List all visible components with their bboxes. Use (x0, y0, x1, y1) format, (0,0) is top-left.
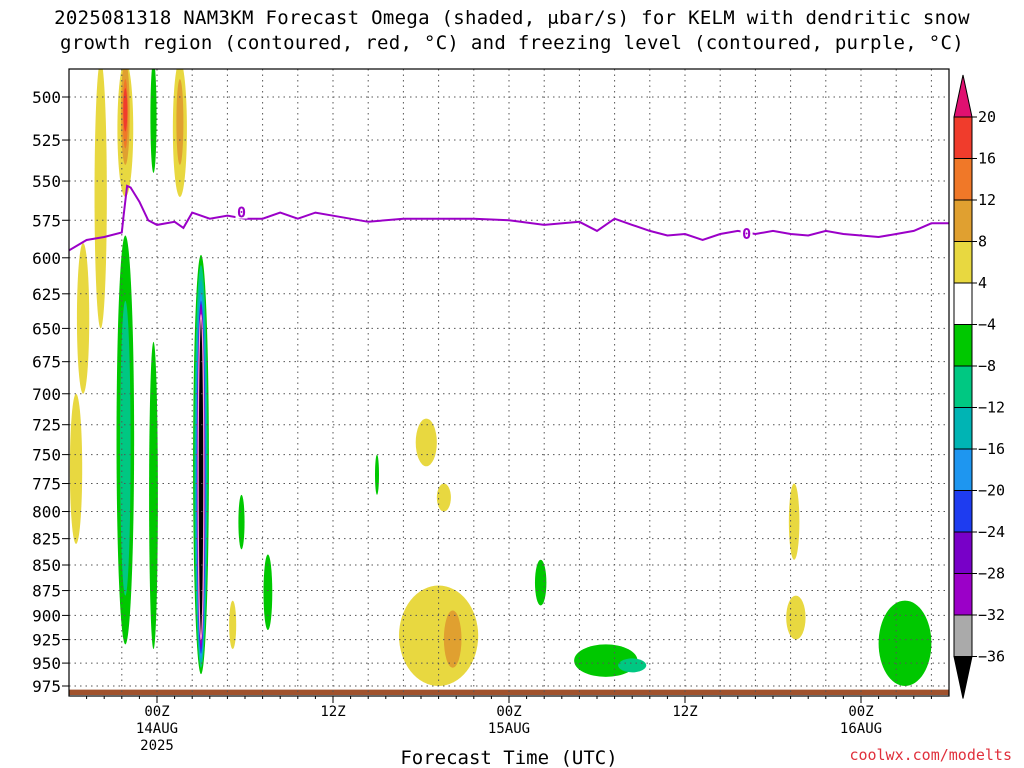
colorbar-label-4: 4 (978, 274, 987, 292)
y-tick-label-925: 925 (32, 631, 61, 650)
omega-region-24 (375, 454, 379, 495)
omega-region-31 (618, 658, 647, 673)
colorbar-label-5: −4 (978, 316, 996, 334)
x-tick-label-40-1: 16AUG (840, 721, 882, 737)
omega-region-33 (786, 595, 806, 640)
colorbar-label-1: 16 (978, 150, 996, 168)
omega-shading (69, 69, 949, 695)
colorbar: 20 16 12 8 4 −4 −8 −12 −16 −20 −24 −28 −32 −36 (953, 74, 1005, 699)
colorbar-label-13: −36 (978, 648, 1005, 666)
colorbar-swatch-2 (953, 158, 973, 201)
colorbar-swatch-14 (953, 656, 973, 699)
omega-region-7 (176, 79, 184, 165)
x-tick-label-10-0: 12Z (320, 704, 345, 720)
x-tick-label-40-0: 00Z (848, 704, 873, 720)
freezing-level-contour: 00 (69, 184, 949, 252)
x-tick-label-0-0: 00Z (144, 704, 169, 720)
omega-region-6 (123, 88, 128, 132)
y-tick-label-575: 575 (32, 211, 61, 230)
colorbar-label-11: −28 (978, 565, 1005, 583)
freezing-level-label-0: 0 (237, 204, 246, 222)
colorbar-label-8: −16 (978, 440, 1005, 458)
freezing-level-line (69, 184, 949, 252)
colorbar-label-6: −8 (978, 357, 996, 375)
omega-region-29 (534, 559, 547, 606)
colorbar-label-3: 8 (978, 233, 987, 251)
omega-region-1 (76, 242, 90, 394)
y-tick-label-825: 825 (32, 530, 61, 549)
omega-region-32 (788, 483, 800, 560)
y-tick-label-650: 650 (32, 319, 61, 338)
colorbar-swatch-4 (953, 241, 973, 284)
y-tick-label-525: 525 (32, 131, 61, 150)
y-tick-label-500: 500 (32, 88, 61, 107)
colorbar-label-12: −32 (978, 606, 1005, 624)
chart-title-line-1: 2025081318 NAM3KM Forecast Omega (shaded… (54, 7, 970, 29)
colorbar-label-10: −24 (978, 523, 1005, 541)
y-tick-label-750: 750 (32, 446, 61, 465)
omega-region-20 (198, 314, 204, 640)
omega-region-22 (263, 554, 273, 630)
colorbar-swatch-3 (953, 199, 973, 242)
y-tick-label-775: 775 (32, 475, 61, 494)
x-tick-label-20-0: 00Z (496, 704, 521, 720)
omega-region-25 (415, 418, 437, 467)
y-tick-label-950: 950 (32, 654, 61, 673)
chart-title-line-2: growth region (contoured, red, °C) and f… (60, 32, 964, 54)
y-tick-label-800: 800 (32, 503, 61, 522)
omega-region-21 (238, 494, 245, 550)
y-tick-label-675: 675 (32, 353, 61, 372)
colorbar-swatch-9 (953, 448, 973, 491)
y-tick-label-600: 600 (32, 249, 61, 268)
x-tick-label-20-1: 15AUG (488, 721, 530, 737)
terrain-strip (69, 689, 949, 695)
x-tick-label-0-1: 14AUG (136, 721, 178, 737)
omega-region-10 (120, 300, 131, 596)
y-tick-label-900: 900 (32, 606, 61, 625)
colorbar-swatch-10 (953, 490, 973, 533)
colorbar-swatch-8 (953, 407, 973, 450)
colorbar-swatch-11 (953, 531, 973, 574)
omega-region-28 (443, 610, 462, 668)
omega-region-34 (878, 600, 932, 686)
freezing-label-bg-0 (235, 204, 248, 219)
colorbar-swatch-12 (953, 573, 973, 616)
colorbar-label-2: 12 (978, 191, 996, 209)
omega-region-26 (436, 483, 451, 512)
colorbar-swatch-0 (953, 74, 973, 118)
y-tick-label-725: 725 (32, 416, 61, 435)
y-tick-label-625: 625 (32, 285, 61, 304)
omega-region-12 (69, 393, 83, 544)
footer-credit: coolwx.com/modelts (849, 746, 1012, 764)
y-tick-label-875: 875 (32, 582, 61, 601)
y-tick-label-700: 700 (32, 385, 61, 404)
omega-region-0 (94, 69, 107, 329)
x-tick-label-30-0: 12Z (672, 704, 697, 720)
freezing-label-bg-1 (740, 225, 753, 240)
colorbar-swatch-7 (953, 365, 973, 408)
y-tick-label-850: 850 (32, 556, 61, 575)
y-tick-label-975: 975 (32, 677, 61, 696)
freezing-level-label-1: 0 (742, 225, 751, 243)
x-tick-label-0-2: 2025 (140, 738, 174, 754)
colorbar-swatch-5 (953, 282, 973, 325)
colorbar-swatch-13 (953, 614, 973, 657)
colorbar-swatch-1 (953, 116, 973, 159)
omega-region-11 (149, 341, 158, 650)
y-axis: 500 525 550 575 600 625 650 675 700 725 750 775 800 8… (32, 88, 69, 696)
colorbar-label-7: −12 (978, 399, 1005, 417)
colorbar-swatch-6 (953, 324, 973, 367)
colorbar-label-9: −20 (978, 482, 1005, 500)
x-axis-title: Forecast Time (UTC) (400, 747, 617, 768)
omega-region-8 (150, 69, 157, 173)
colorbar-label-0: 20 (978, 108, 996, 126)
y-tick-label-550: 550 (32, 172, 61, 191)
omega-region-23 (229, 600, 237, 650)
